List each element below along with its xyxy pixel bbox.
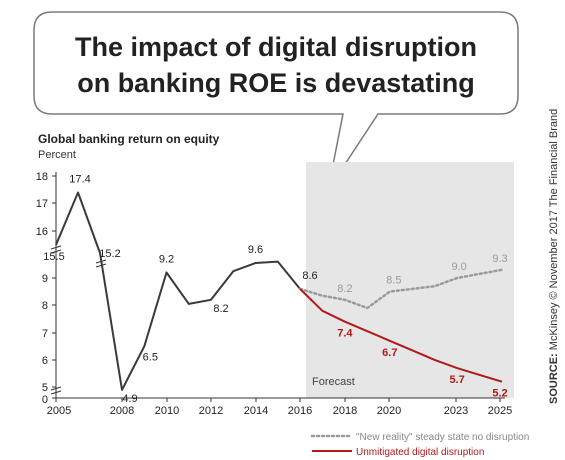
y-tick-label: 18 bbox=[36, 171, 48, 183]
series-line-digital-disruption bbox=[299, 288, 503, 383]
data-label-digital-disruption: 6.7 bbox=[382, 347, 397, 359]
speech-bubble bbox=[33, 11, 519, 191]
x-tick-label: 2023 bbox=[444, 405, 468, 417]
data-label-historical: 17.4 bbox=[69, 174, 90, 186]
headline-line-2: on banking ROE is devastating bbox=[77, 68, 475, 98]
data-label-historical: 9.2 bbox=[159, 254, 174, 266]
x-tick-label: 2025 bbox=[488, 405, 512, 417]
data-label-no-disruption: 8.2 bbox=[337, 283, 352, 295]
x-tick-label: 2008 bbox=[110, 405, 134, 417]
y-tick-label: 16 bbox=[36, 226, 48, 238]
data-label-no-disruption: 8.5 bbox=[386, 275, 401, 287]
y-tick-label: 8 bbox=[42, 300, 48, 312]
y-tick-label: 9 bbox=[42, 273, 48, 285]
data-label-historical: 8.6 bbox=[302, 270, 317, 282]
data-label-digital-disruption: 5.7 bbox=[449, 374, 464, 386]
forecast-label: Forecast bbox=[312, 376, 355, 388]
x-ticks bbox=[55, 398, 501, 402]
x-tick-label: 2016 bbox=[288, 405, 312, 417]
data-label-no-disruption: 9.3 bbox=[492, 253, 507, 265]
x-tick-label: 2020 bbox=[377, 405, 401, 417]
data-labels: 15.5 17.4 15.2 4.9 6.5 9.2 8.2 9.6 8.6 8.2 8.5 9.0 9… bbox=[43, 174, 507, 405]
y-tick-label: 17 bbox=[36, 198, 48, 210]
y-ticks bbox=[52, 175, 56, 399]
chart-subtitle: Percent bbox=[38, 149, 76, 161]
data-label-historical: 4.9 bbox=[122, 393, 137, 405]
legend-label-no-disruption: "New reality" steady state no disruption bbox=[356, 432, 529, 443]
x-tick-label: 2010 bbox=[155, 405, 179, 417]
data-label-historical: 8.2 bbox=[213, 303, 228, 315]
forecast-band bbox=[306, 162, 514, 398]
source-text: McKinsey © November 2017 The Financial B… bbox=[548, 109, 560, 354]
data-label-no-disruption: 9.0 bbox=[451, 261, 466, 273]
y-tick-label: 0 bbox=[42, 394, 48, 406]
y-tick-label: 6 bbox=[42, 355, 48, 367]
y-axis-break bbox=[50, 245, 62, 395]
chart-title: Global banking return on equity bbox=[38, 132, 220, 146]
x-tick-label: 2005 bbox=[47, 405, 71, 417]
y-tick-label: 5 bbox=[42, 382, 48, 394]
source-note: SOURCE: McKinsey © November 2017 The Fin… bbox=[548, 109, 560, 404]
data-label-digital-disruption: 7.4 bbox=[337, 328, 353, 340]
y-tick-label: 7 bbox=[42, 328, 48, 340]
x-tick-label: 2012 bbox=[199, 405, 223, 417]
x-tick-label: 2018 bbox=[333, 405, 357, 417]
x-tick-label: 2014 bbox=[244, 405, 268, 417]
data-label-historical: 15.2 bbox=[99, 248, 120, 260]
series-line-no-disruption bbox=[298, 268, 504, 310]
series-line-historical bbox=[55, 191, 301, 391]
data-label-historical: 9.6 bbox=[248, 244, 263, 256]
data-label-historical: 6.5 bbox=[143, 351, 158, 363]
source-label: SOURCE: bbox=[548, 353, 560, 404]
data-label-historical: 15.5 bbox=[43, 251, 64, 263]
data-label-digital-disruption: 5.2 bbox=[492, 388, 507, 400]
headline-line-1: The impact of digital disruption bbox=[75, 32, 477, 62]
legend-label-digital-disruption: Unmitigated digital disruption bbox=[356, 447, 484, 458]
